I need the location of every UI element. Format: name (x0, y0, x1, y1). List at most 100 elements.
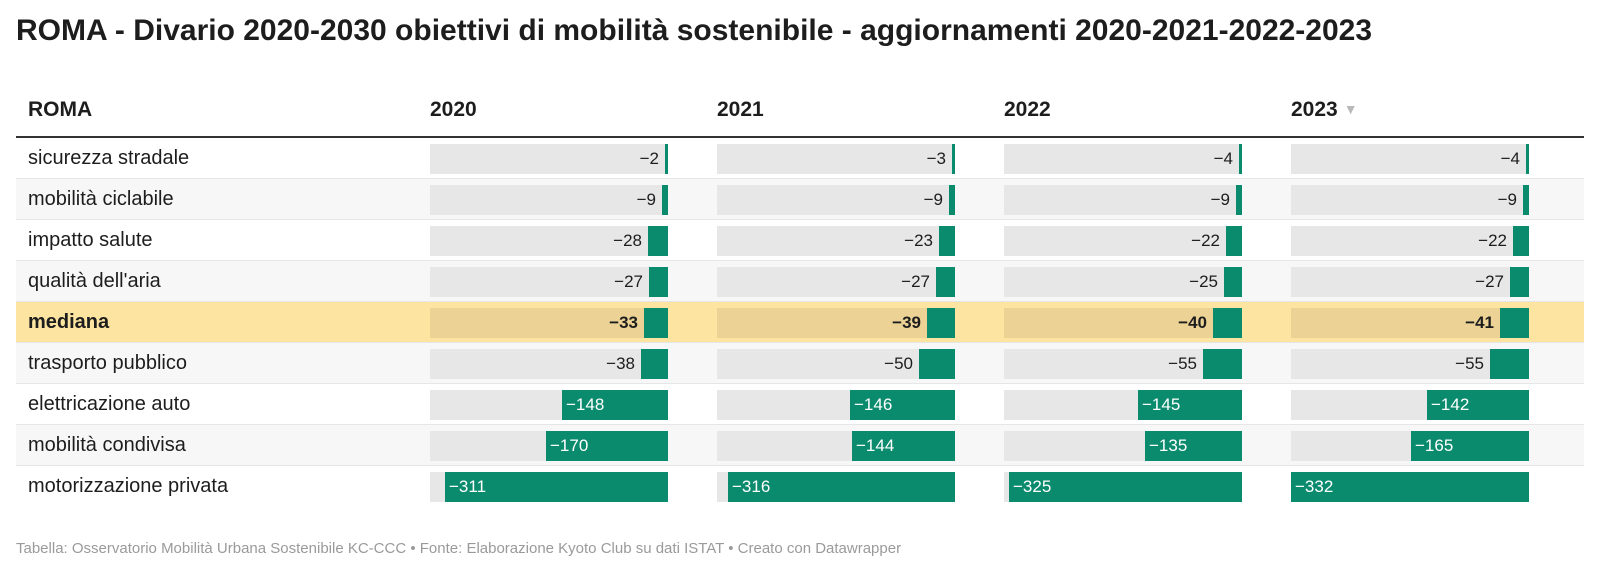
value-label: −311 (449, 477, 487, 496)
header-col-label: 2023 (1291, 98, 1338, 121)
value-label: −50 (884, 354, 913, 373)
table-row: mobilità condivisa −170 −144 −135 −165 (16, 425, 1584, 466)
row-label: mobilità condivisa (28, 434, 186, 456)
source-footer: Tabella: Osservatorio Mobilità Urbana So… (16, 540, 902, 557)
value-bar (665, 144, 668, 174)
bar-cell: −144 (717, 431, 955, 461)
value-label: −22 (1478, 231, 1507, 250)
value-label: −4 (1500, 149, 1520, 168)
value-label: −142 (1431, 395, 1470, 414)
bar-cell: −325 (1004, 472, 1242, 502)
row-label: motorizzazione privata (28, 475, 229, 497)
bar-cell: −142 (1291, 390, 1529, 420)
value-bar (1236, 185, 1242, 215)
bar-cell: −50 (717, 349, 955, 379)
value-label: −4 (1213, 149, 1233, 168)
value-bar (852, 431, 955, 461)
value-label: −9 (1210, 190, 1230, 209)
value-bar (1500, 308, 1529, 338)
header-col-label: 2022 (1004, 98, 1051, 121)
bar-cell: −9 (717, 185, 955, 215)
bar-cell: −2 (430, 144, 668, 174)
value-bar (939, 226, 955, 256)
table-row: trasporto pubblico −38 −50 −55 −55 (16, 343, 1584, 384)
value-bar (1510, 267, 1529, 297)
value-bar (1138, 390, 1242, 420)
value-label: −33 (609, 313, 638, 332)
header-col-label: 2020 (430, 98, 477, 121)
bar-cell: −148 (430, 390, 668, 420)
bar-cell: −4 (1291, 144, 1529, 174)
bar-cell: −9 (1291, 185, 1529, 215)
value-bar (1427, 390, 1529, 420)
table-row: mobilità ciclabile −9 −9 −9 −9 (16, 179, 1584, 220)
table-row: elettricazione auto −148 −146 −145 −142 (16, 384, 1584, 425)
value-bar (662, 185, 668, 215)
value-bar (952, 144, 955, 174)
value-bar (1203, 349, 1242, 379)
value-label: −9 (923, 190, 943, 209)
value-bar (648, 226, 668, 256)
data-table: ROMA 2020 2021 2022 2023 ▼ sicurezza stra… (16, 88, 1584, 507)
value-bar (919, 349, 955, 379)
value-bar (649, 267, 668, 297)
bar-cell: −22 (1291, 226, 1529, 256)
value-bar (728, 472, 955, 502)
bar-cell: −316 (717, 472, 955, 502)
value-bar (1490, 349, 1529, 379)
value-bar (562, 390, 668, 420)
bar-cell: −145 (1004, 390, 1242, 420)
value-bar (546, 431, 668, 461)
row-label: mobilità ciclabile (28, 188, 174, 210)
table-row: qualità dell'aria −27 −27 −25 −27 (16, 261, 1584, 302)
row-label: sicurezza stradale (28, 147, 190, 169)
header-col-label: 2021 (717, 98, 764, 121)
bar-cell: −38 (430, 349, 668, 379)
header-col-2021[interactable]: 2021 (717, 98, 764, 122)
table-row: mediana −33 −39 −40 −41 (16, 302, 1584, 343)
value-label: −23 (904, 231, 933, 250)
value-label: −146 (854, 395, 893, 414)
value-label: −27 (1475, 272, 1504, 291)
value-bar (1009, 472, 1242, 502)
value-label: −148 (566, 395, 605, 414)
header-col-2022[interactable]: 2022 (1004, 98, 1051, 122)
value-bar (949, 185, 955, 215)
row-label: qualità dell'aria (28, 270, 161, 292)
value-label: −165 (1415, 436, 1454, 455)
bar-cell: −22 (1004, 226, 1242, 256)
value-label: −28 (613, 231, 642, 250)
bar-cell: −33 (430, 308, 668, 338)
value-label: −145 (1142, 395, 1181, 414)
bar-cell: −41 (1291, 308, 1529, 338)
bar-cell: −28 (430, 226, 668, 256)
table-row: sicurezza stradale −2 −3 −4 −4 (16, 138, 1584, 179)
header-col-2020[interactable]: 2020 (430, 98, 477, 122)
table-body: sicurezza stradale −2 −3 −4 −4 mobilità cicla… (16, 138, 1584, 507)
bar-cell: −27 (1291, 267, 1529, 297)
value-label: −332 (1295, 477, 1334, 496)
header-col-2023[interactable]: 2023 ▼ (1291, 98, 1358, 122)
chart-title: ROMA - Divario 2020-2030 obiettivi di mo… (16, 14, 1373, 47)
value-label: −9 (636, 190, 656, 209)
value-label: −55 (1455, 354, 1484, 373)
sort-descending-icon[interactable]: ▼ (1343, 101, 1358, 117)
value-bar (1226, 226, 1242, 256)
value-label: −135 (1149, 436, 1188, 455)
bar-cell: −25 (1004, 267, 1242, 297)
bar-cell: −146 (717, 390, 955, 420)
value-label: −170 (550, 436, 589, 455)
bar-cell: −27 (717, 267, 955, 297)
value-bar (1523, 185, 1529, 215)
value-bar (927, 308, 955, 338)
value-label: −316 (732, 477, 771, 496)
value-bar (641, 349, 668, 379)
bar-cell: −135 (1004, 431, 1242, 461)
bar-cell: −4 (1004, 144, 1242, 174)
value-label: −27 (901, 272, 930, 291)
value-label: −2 (639, 149, 659, 168)
value-bar (936, 267, 955, 297)
row-label: impatto salute (28, 229, 153, 251)
value-label: −27 (614, 272, 643, 291)
value-bar (1224, 267, 1242, 297)
